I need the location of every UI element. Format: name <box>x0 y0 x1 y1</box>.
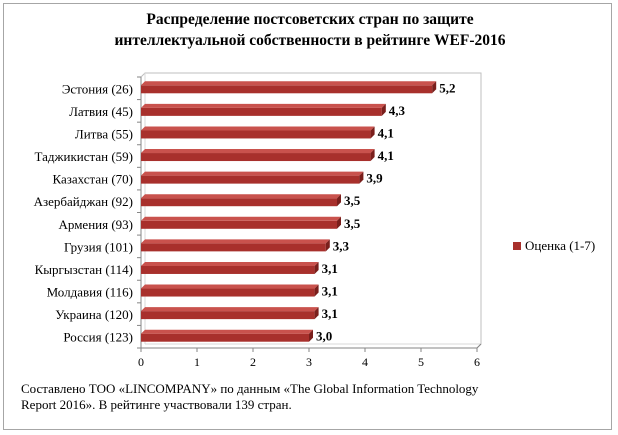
bar <box>141 265 315 274</box>
bar-end <box>309 329 313 342</box>
value-label: 3,0 <box>316 329 332 344</box>
category-label: Украина (120) <box>55 307 133 322</box>
bar-top <box>141 261 319 266</box>
value-label: 4,3 <box>389 103 406 118</box>
bar-end <box>337 194 341 207</box>
x-tick-label: 1 <box>194 355 200 369</box>
bar-top <box>141 307 319 312</box>
category-label: Таджикистан (59) <box>35 149 133 164</box>
value-label: 5,2 <box>439 80 455 95</box>
x-tick-label: 0 <box>138 355 144 369</box>
bar <box>141 243 326 252</box>
bar <box>141 198 337 207</box>
bar <box>141 130 371 139</box>
value-label: 3,5 <box>344 193 361 208</box>
bar-end <box>359 171 364 184</box>
x-tick-label: 5 <box>418 355 424 369</box>
bar-top <box>141 216 341 221</box>
bar <box>141 333 309 342</box>
bar-top <box>141 194 341 199</box>
category-label: Россия (123) <box>63 330 133 345</box>
bar-top <box>141 126 375 131</box>
category-label: Эстония (26) <box>62 81 133 96</box>
value-label: 3,3 <box>333 238 350 253</box>
x-tick-label: 3 <box>306 355 312 369</box>
bar <box>141 311 315 320</box>
bar-end <box>381 103 386 116</box>
category-label: Грузия (101) <box>64 239 133 254</box>
x-axis-depth <box>476 343 482 349</box>
bar-top <box>141 149 375 154</box>
bar-end <box>314 284 319 297</box>
x-tick-label: 4 <box>362 355 368 369</box>
bar-end <box>337 216 341 229</box>
bar-top <box>141 284 319 289</box>
value-label: 3,1 <box>322 261 338 276</box>
legend-label: Оценка (1-7) <box>525 238 596 253</box>
bar <box>141 85 433 94</box>
chart-frame <box>3 3 612 430</box>
bar <box>141 153 371 162</box>
value-label: 3,1 <box>322 306 338 321</box>
bar-end <box>314 307 319 320</box>
legend-swatch <box>513 242 521 250</box>
bar-end <box>314 261 319 274</box>
bar-end <box>325 239 330 252</box>
category-label: Молдавия (116) <box>47 285 133 300</box>
bar-top <box>141 171 364 176</box>
category-label: Латвия (45) <box>69 104 133 119</box>
x-tick-label: 2 <box>250 355 256 369</box>
value-label: 4,1 <box>378 148 394 163</box>
bar-end <box>432 81 437 94</box>
source-note: Составлено ТОО «LINCOMPANY» по данным «T… <box>21 381 479 412</box>
value-label: 3,5 <box>344 216 361 231</box>
value-label: 3,9 <box>366 171 383 186</box>
value-label: 4,1 <box>378 125 394 140</box>
bar <box>141 107 382 116</box>
bar-top <box>141 103 386 108</box>
bar <box>141 175 360 184</box>
value-label: 3,1 <box>322 284 338 299</box>
bar-top <box>141 81 437 86</box>
category-label: Армения (93) <box>59 217 134 232</box>
chart-title: Распределение постсоветских стран по защ… <box>114 11 506 49</box>
bar-top <box>141 239 330 244</box>
bar <box>141 288 315 297</box>
category-label: Литва (55) <box>75 126 133 141</box>
bar-end <box>370 149 375 162</box>
bar-end <box>370 126 375 139</box>
category-label: Азербайджан (92) <box>34 194 133 209</box>
bar-top <box>141 329 313 334</box>
bar <box>141 220 337 229</box>
legend: Оценка (1-7) <box>513 238 595 254</box>
category-label: Казахстан (70) <box>52 172 133 187</box>
category-label: Кыргызстан (114) <box>35 262 133 277</box>
x-tick-label: 6 <box>474 355 480 369</box>
